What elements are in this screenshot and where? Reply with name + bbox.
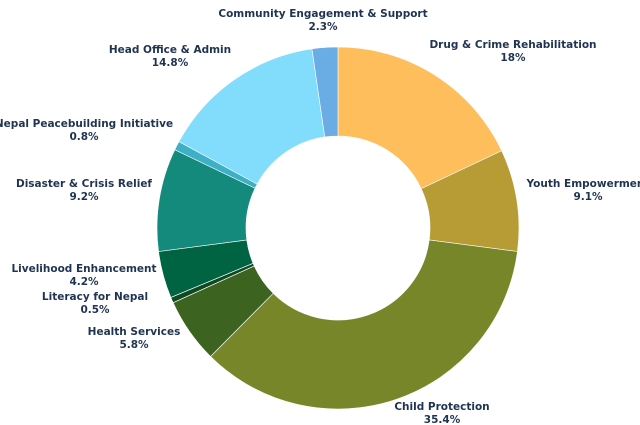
slice-value-child-protection: 35.4% [424,414,461,425]
slice-value-youth-empowerment: 9.1% [573,191,603,203]
slice-label-community-engagement-and-support: Community Engagement & Support [218,8,427,20]
slice-label-drug-and-crime-rehabilitation: Drug & Crime Rehabilitation [429,39,596,51]
slice-value-community-engagement-and-support: 2.3% [308,21,338,33]
slice-label-livelihood-enhancement: Livelihood Enhancement [11,263,156,275]
slice-child-protection [210,239,518,410]
slice-label-health-services: Health Services [88,326,181,338]
slice-label-nepal-peacebuilding-initiative: Nepal Peacebuilding Initiative [0,118,173,130]
slice-label-child-protection: Child Protection [394,401,489,413]
slice-drug-and-crime-rehabilitation [337,46,503,190]
donut-slices [156,46,520,410]
slice-label-literacy-for-nepal: Literacy for Nepal [42,291,148,303]
slice-label-youth-empowerment: Youth Empowerment [526,178,640,190]
slice-value-nepal-peacebuilding-initiative: 0.8% [69,131,99,143]
slice-value-livelihood-enhancement: 4.2% [69,276,99,288]
slice-community-engagement-and-support [311,46,339,138]
slice-label-head-office-and-admin: Head Office & Admin [109,44,231,56]
slice-value-head-office-and-admin: 14.8% [152,57,189,69]
slice-value-literacy-for-nepal: 0.5% [80,304,110,316]
slice-value-drug-and-crime-rehabilitation: 18% [500,52,526,64]
slice-value-disaster-and-crisis-relief: 9.2% [69,191,99,203]
slice-value-health-services: 5.8% [119,339,149,351]
slice-label-disaster-and-crisis-relief: Disaster & Crisis Relief [16,178,152,190]
